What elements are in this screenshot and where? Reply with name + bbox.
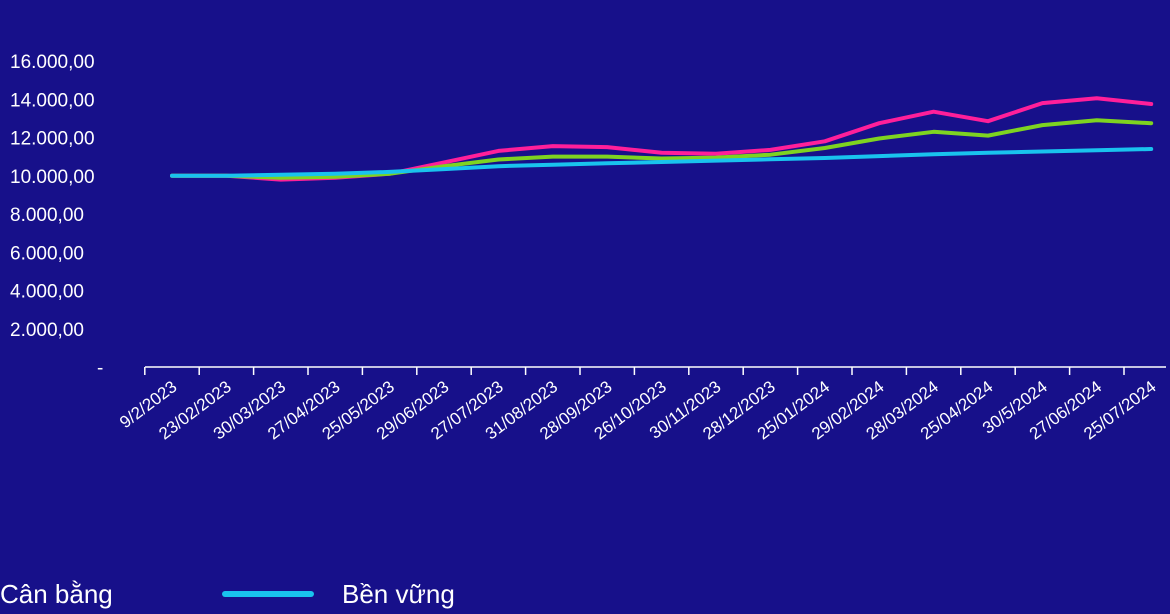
series-line-1 — [170, 118, 1154, 180]
series-line-0 — [170, 96, 1154, 182]
legend-item-can-bang: Cân bằng — [0, 574, 113, 614]
series-line-2 — [170, 147, 1154, 178]
y-tick-label: - — [97, 358, 103, 379]
y-tick-label: 4.000,00 — [10, 282, 84, 303]
legend-label-can-bang: Cân bằng — [0, 579, 113, 609]
legend-label-ben-vung: Bền vững — [342, 579, 455, 609]
y-tick-label: 12.000,00 — [10, 129, 95, 150]
y-tick-label: 16.000,00 — [10, 52, 95, 73]
y-tick-label: 6.000,00 — [10, 243, 84, 264]
legend: Cân bằng Bền vững — [0, 574, 1170, 614]
legend-item-ben-vung: Bền vững — [222, 574, 455, 614]
y-tick-label: 2.000,00 — [10, 320, 84, 341]
y-tick-label: 14.000,00 — [10, 90, 95, 111]
y-tick-label: 10.000,00 — [10, 167, 95, 188]
y-tick-label: 8.000,00 — [10, 205, 84, 226]
line-chart: 16.000,00 14.000,00 12.000,00 10.000,00 8.00… — [10, 52, 1166, 443]
legend-swatch-ben-vung — [222, 591, 314, 597]
